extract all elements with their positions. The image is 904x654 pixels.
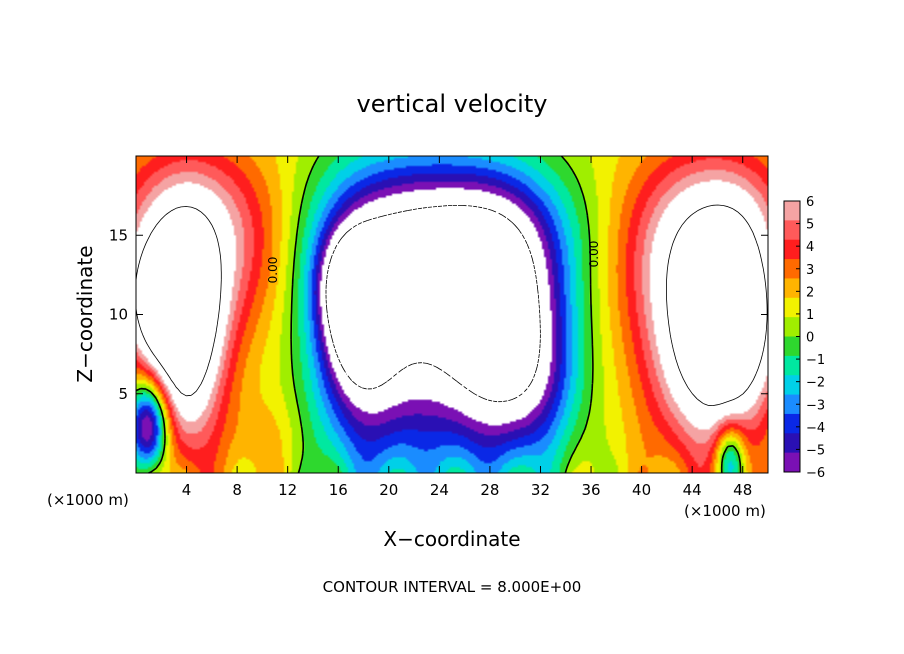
x-tick-label: 12	[278, 481, 297, 499]
x-tick-label: 20	[379, 481, 398, 499]
x-tick-label: 32	[531, 481, 550, 499]
colorbar-tick-label: 5	[806, 218, 814, 233]
contour-label-left: 0.00	[266, 257, 280, 284]
colorbar-swatch	[784, 413, 800, 434]
x-unit-label-right: (×1000 m)	[684, 502, 766, 520]
y-tick-label: 10	[109, 306, 128, 324]
x-tick-label: 16	[329, 481, 348, 499]
contour-interval-note: CONTOUR INTERVAL = 8.000E+00	[323, 578, 582, 596]
colorbar: 6 5 4 3 2 1 0 −1 −2 −3 −4 −5 −6	[783, 195, 825, 481]
colorbar-tick-label: −2	[806, 376, 825, 391]
colorbar-swatch	[784, 201, 800, 221]
y-axis-label: Z−coordinate	[73, 245, 97, 382]
colorbar-swatch	[784, 336, 800, 357]
colorbar-tick-label: −1	[806, 353, 825, 368]
colorbar-tick-label: 6	[806, 195, 814, 210]
colorbar-swatch	[784, 452, 800, 473]
colorbar-swatch	[784, 394, 800, 415]
x-tick-label: 8	[232, 481, 242, 499]
y-tick-label: 5	[118, 385, 128, 403]
colorbar-tick-label: 1	[806, 308, 814, 323]
heatmap-image	[136, 156, 768, 473]
colorbar-tick-label: 0	[806, 331, 814, 346]
chart-title: vertical velocity	[357, 90, 548, 118]
colorbar-tick-label: −5	[806, 443, 825, 458]
contour-lines	[135, 155, 768, 474]
colorbar-swatch	[784, 220, 800, 241]
colorbar-tick-label: 2	[806, 285, 814, 300]
x-tick-label: 24	[430, 481, 449, 499]
x-axis-label: X−coordinate	[383, 527, 520, 551]
contour-zero	[135, 155, 742, 474]
colorbar-swatch	[784, 433, 800, 454]
colorbar-swatch	[784, 297, 800, 318]
contour-negative	[325, 205, 541, 403]
x-tick-label: 4	[182, 481, 192, 499]
colorbar-swatch	[784, 355, 800, 376]
y-tick-label: 15	[109, 226, 128, 244]
colorbar-tick-label: −3	[806, 398, 825, 413]
x-axis-ticks: 4 8 12 16 20 24 28 32 36 40 44 48	[182, 156, 752, 499]
colorbar-tick-label: 4	[806, 240, 814, 255]
contour-label-right: 0.00	[587, 241, 601, 268]
colorbar-swatch	[784, 317, 800, 337]
x-unit-label-left: (×1000 m)	[47, 491, 129, 509]
x-tick-label: 40	[632, 481, 651, 499]
colorbar-tick-label: 3	[806, 263, 814, 278]
x-tick-label: 28	[480, 481, 499, 499]
contour-positive	[135, 204, 768, 406]
colorbar-swatch	[784, 278, 800, 299]
colorbar-swatch	[784, 239, 800, 260]
colorbar-swatch	[784, 259, 800, 279]
colorbar-swatch	[784, 375, 800, 396]
colorbar-tick-label: −6	[806, 466, 825, 481]
x-tick-label: 44	[683, 481, 702, 499]
x-tick-label: 48	[733, 481, 752, 499]
y-axis-ticks: 5 10 15	[109, 226, 768, 403]
x-tick-label: 36	[581, 481, 600, 499]
colorbar-tick-label: −4	[806, 421, 825, 436]
